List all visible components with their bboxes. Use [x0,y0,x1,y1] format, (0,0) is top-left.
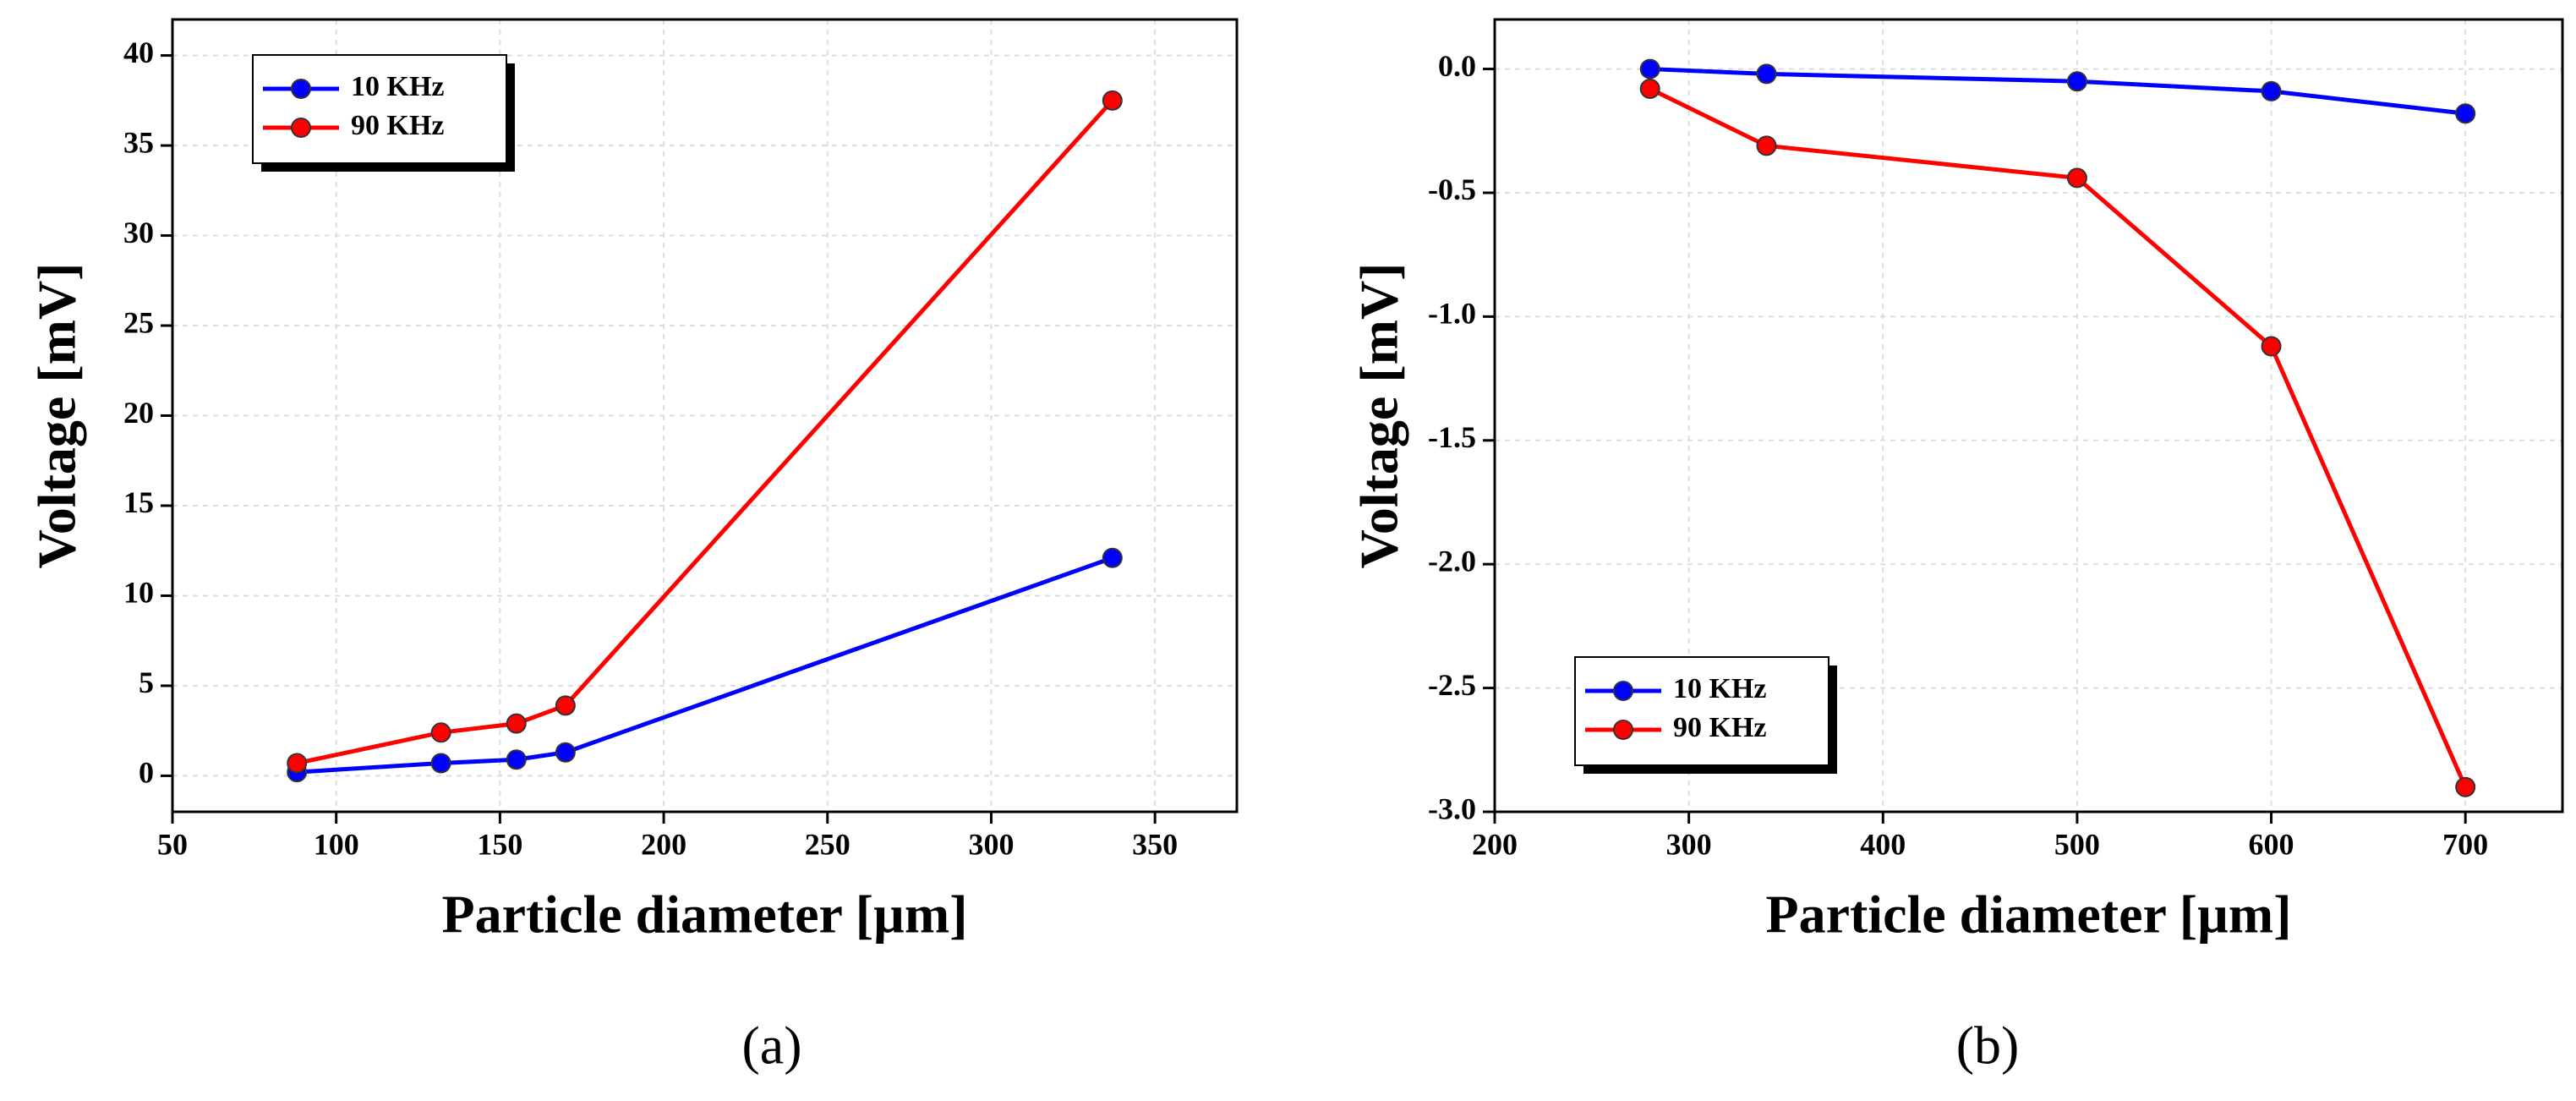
series-line [296,99,1114,765]
data-point [2261,336,2282,357]
y-tick-label: -1.0 [1428,297,1476,331]
x-tick-label: 150 [477,827,522,861]
x-tick-label: 600 [2249,827,2294,861]
legend-label: 10 KHz [1673,673,1766,704]
data-point [1639,78,1660,99]
x-tick-label: 200 [1472,827,1518,861]
y-tick-label: 0 [139,756,154,790]
y-tick-label: -1.5 [1428,420,1476,454]
legend-box [1574,656,1829,766]
data-point [506,749,527,770]
x-tick-label: 300 [968,827,1014,861]
y-tick-label: 15 [123,485,154,519]
caption: (a) [741,1016,801,1076]
y-tick-label: 30 [123,216,154,249]
y-tick-label: -0.5 [1428,173,1476,206]
data-point [1756,135,1777,156]
y-tick-label: 20 [123,396,154,430]
legend-label: 90 KHz [351,110,444,141]
data-point [430,753,451,774]
legend-label: 10 KHz [351,71,444,102]
x-tick-label: 200 [641,827,686,861]
y-tick-label: 10 [123,576,154,610]
data-point [2066,71,2087,92]
x-tick-label: 700 [2442,827,2488,861]
legend-marker [291,118,311,138]
y-axis-title: Voltage [mV] [27,263,87,569]
data-point [1102,90,1123,111]
data-point [1639,58,1660,79]
legend: 10 KHz 90 KHz [252,54,515,172]
y-tick-label: -2.5 [1428,668,1476,702]
y-tick-label: 5 [139,666,154,699]
x-tick-label: 300 [1666,827,1712,861]
data-point [1756,63,1777,85]
x-tick-label: 500 [2054,827,2100,861]
y-tick-label: 25 [123,305,154,339]
y-tick-label: -2.0 [1428,544,1476,578]
x-tick-label: 350 [1132,827,1178,861]
legend: 10 KHz 90 KHz [1574,656,1837,774]
data-point [287,753,308,774]
x-tick-label: 400 [1860,827,1906,861]
x-tick-label: 250 [805,827,850,861]
y-tick-label: -3.0 [1428,792,1476,825]
data-point [555,695,576,716]
y-tick-label: 35 [123,125,154,159]
data-point [2455,103,2476,124]
legend-marker [291,79,311,99]
x-tick-label: 100 [314,827,359,861]
data-point [430,722,451,743]
x-tick-label: 50 [157,827,188,861]
y-axis-title: Voltage [mV] [1349,263,1409,569]
y-tick-label: 40 [123,36,154,69]
series-line [297,556,1113,775]
data-point [2066,167,2087,189]
data-point [555,742,576,763]
x-axis-title: Particle diameter [µm] [1765,885,2291,945]
legend-label: 90 KHz [1673,712,1766,743]
y-tick-label: 0.0 [1438,49,1476,83]
data-point [2261,80,2282,101]
x-axis-title: Particle diameter [µm] [441,885,967,945]
plot-frame [1493,18,2564,813]
caption: (b) [1956,1016,2020,1076]
plot-frame [171,18,1239,813]
data-point [1102,547,1123,568]
legend-box [252,54,507,164]
data-point [506,713,527,734]
data-point [2455,776,2476,797]
legend-marker [1613,720,1633,740]
legend-marker [1613,681,1633,701]
